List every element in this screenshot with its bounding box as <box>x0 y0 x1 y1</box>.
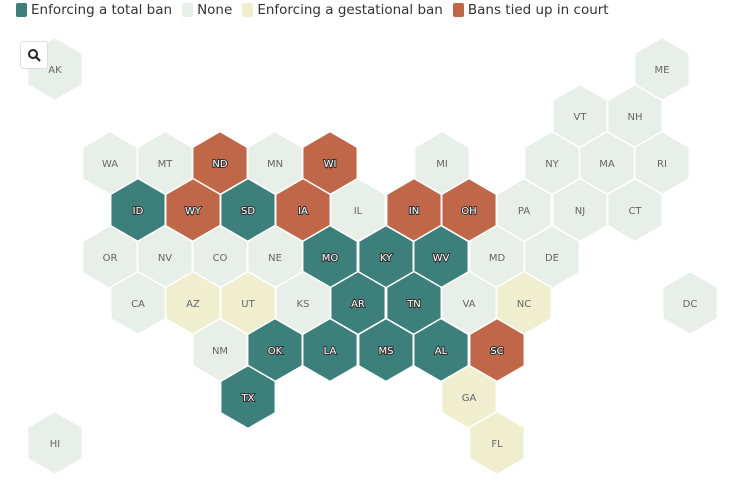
state-label: FL <box>491 439 503 450</box>
legend-item: Enforcing a gestational ban <box>242 2 443 18</box>
state-label: AR <box>351 299 365 310</box>
state-label: KS <box>297 299 310 310</box>
state-label: KY <box>380 253 393 264</box>
state-label: NY <box>545 159 559 170</box>
state-label: NM <box>212 346 228 357</box>
state-label: RI <box>657 159 667 170</box>
legend-item: Enforcing a total ban <box>16 2 172 18</box>
legend-swatch <box>182 3 194 17</box>
state-label: MO <box>322 253 339 264</box>
legend-swatch <box>242 3 254 17</box>
state-label: OH <box>461 206 476 217</box>
state-label: VA <box>462 299 475 310</box>
state-label: WV <box>433 253 450 264</box>
state-hex <box>219 364 277 430</box>
state-hex <box>606 177 664 243</box>
state-label: TN <box>406 299 421 310</box>
state-label: HI <box>50 439 60 450</box>
state-label: CO <box>213 253 228 264</box>
state-label: DE <box>545 253 559 264</box>
state-label: ME <box>655 65 670 76</box>
state-label: MA <box>599 159 615 170</box>
state-label: WI <box>324 159 337 170</box>
state-label: NJ <box>575 206 585 217</box>
state-label: IA <box>298 206 308 217</box>
state-hex <box>661 270 719 336</box>
state-label: NC <box>517 299 531 310</box>
state-label: AK <box>48 65 62 76</box>
search-icon <box>28 49 41 62</box>
state-label: LA <box>324 346 337 357</box>
state-label: PA <box>518 206 530 217</box>
state-hex <box>26 410 84 476</box>
state-label: CA <box>131 299 145 310</box>
state-label: AL <box>435 346 448 357</box>
state-label: MD <box>489 253 506 264</box>
state-label: OK <box>268 346 283 357</box>
state-label: IL <box>354 206 363 217</box>
state-label: NE <box>268 253 282 264</box>
search-button[interactable] <box>20 41 48 69</box>
state-label: MT <box>158 159 174 170</box>
state-label: DC <box>683 299 698 310</box>
state-label: UT <box>241 299 255 310</box>
state-hex <box>468 410 526 476</box>
state-label: WA <box>102 159 118 170</box>
legend-item: Bans tied up in court <box>452 2 609 18</box>
state-label: SD <box>241 206 255 217</box>
state-label: GA <box>462 393 477 404</box>
state-label: TX <box>241 393 255 404</box>
legend-label: None <box>197 2 233 18</box>
state-label: OR <box>103 253 118 264</box>
state-label: CT <box>628 206 642 217</box>
state-label: AZ <box>186 299 200 310</box>
state-label: SC <box>490 346 503 357</box>
legend-item: None <box>182 2 232 18</box>
state-label: NV <box>158 253 172 264</box>
state-label: MI <box>436 159 448 170</box>
state-label: IN <box>409 206 419 217</box>
state-label: ND <box>212 159 227 170</box>
legend-label: Enforcing a total ban <box>31 2 173 18</box>
state-hex <box>301 317 359 383</box>
state-label: MS <box>379 346 394 357</box>
legend-label: Enforcing a gestational ban <box>257 2 443 18</box>
legend-label: Bans tied up in court <box>467 2 609 18</box>
state-label: ID <box>133 206 144 217</box>
state-label: NH <box>628 112 643 123</box>
state-label: WY <box>185 206 202 217</box>
state-label: MN <box>267 159 283 170</box>
legend: Enforcing a total ban None Enforcing a ges… <box>16 2 609 18</box>
legend-swatch <box>452 3 464 17</box>
state-label: VT <box>574 112 588 123</box>
legend-swatch <box>16 3 27 17</box>
